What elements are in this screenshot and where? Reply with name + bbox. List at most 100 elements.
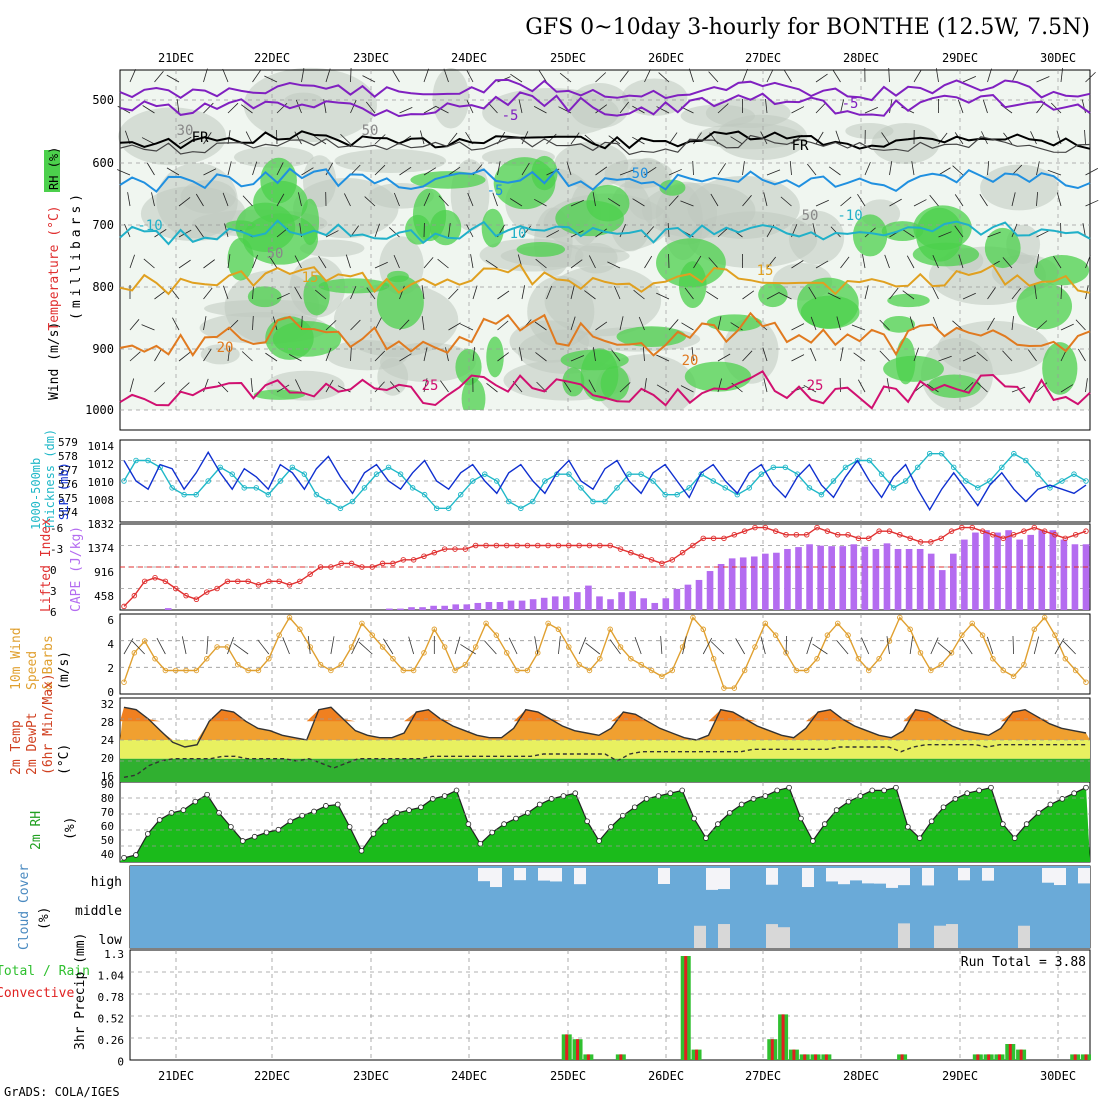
precip-convective-bar [576,1039,580,1060]
lifted-index-point [379,560,386,567]
wind-barb [864,107,878,114]
thickness-point [614,485,620,491]
cape-bar [927,553,935,610]
wind-barb [803,384,817,393]
wind-barb [362,75,376,83]
rh-green-blob [1042,342,1078,395]
wind-barb [437,258,449,269]
wind-barb [423,68,430,83]
wind-barb [987,317,995,331]
wind-barb [1030,131,1037,145]
wind-speed-point [866,667,872,674]
contour-label: 50 [267,246,284,262]
rh-green-blob [984,227,1021,269]
wind-barb [619,70,629,83]
wind-barb [592,347,596,362]
precip-tick: 0.52 [98,1013,125,1026]
surface-wind-barb [131,640,145,655]
lifted-index-point [421,553,427,560]
wind-barb [815,73,828,83]
rh-legend-swatch [44,150,60,192]
wind-barb [888,68,890,83]
cloud-high-bar [706,868,718,890]
wind-barb [1060,323,1074,331]
lifted-index-point [204,589,210,595]
wind-speed-point [917,650,924,656]
wind-barb [614,285,621,300]
wind-barb [644,69,651,83]
precip-tick: 1.04 [98,970,125,983]
cape-bar [618,592,625,610]
rh-point [358,847,365,854]
rh-point [774,787,781,794]
wind-barb [392,69,400,83]
thickness-tick: 574 [58,506,78,519]
wind-speed-point [535,650,541,656]
wind-speed-point [700,626,707,633]
cape-bar [640,598,648,610]
cloud-labels: Cloud Cover (%) [17,864,52,950]
wind-speed-point [731,685,738,691]
surface-wind-barb [609,639,621,655]
cloud-low-bar [778,927,790,948]
wind-barb [766,169,781,176]
wind-barb [486,382,498,393]
thickness-point [1059,478,1065,484]
wind-barb [708,257,719,269]
surface-wind-barb [812,643,828,655]
wind-barb [1075,319,1086,331]
wind-barb [717,378,723,393]
thickness-point [842,464,849,471]
rh-point [489,829,495,836]
wind-barb [607,198,621,207]
wind-speed-point [793,667,800,674]
wind-barb [419,130,425,145]
wind-speed-point [493,632,500,638]
thickness-point [830,478,837,484]
thickness-point [325,498,332,505]
lifted-index-point [793,532,800,538]
wind-barb [264,75,278,83]
wind-speed-point [348,644,355,650]
lifted-index-point [452,546,458,552]
lifted-index-point [141,578,148,585]
wind-barb [217,381,229,393]
wind-speed-point [617,644,624,650]
wind-barb [269,256,278,269]
wind-barb [203,316,207,331]
thickness-tick: 575 [58,492,78,505]
rh-green-blob [376,275,424,330]
label-cloud-unit: (%) [37,907,52,930]
wind-barb [1034,285,1037,300]
rh-point [1047,801,1054,808]
cloud-cover-panel [130,866,1090,948]
lifted-index-point [1041,528,1048,534]
wind-barb [595,166,608,176]
cape-bar [419,607,426,610]
wind-barb [938,355,952,362]
wind-barb [783,69,792,83]
wind-barb [644,166,657,176]
surface-wind-barb [534,636,539,655]
cape-bar [518,600,526,610]
rh-point [928,818,935,825]
wind-barb [938,132,948,145]
wind-barb [399,353,412,362]
li-tick: -3 [50,543,63,556]
contour-label: FR [792,138,809,154]
wind-barb [815,102,826,114]
date-label-bottom: 30DEC [1040,1069,1076,1083]
thickness-point [926,450,933,457]
thickness-point [121,478,127,484]
surface-wind-barb [358,641,373,655]
wind-barb [178,197,191,207]
cape-bar [540,597,548,610]
below-surface [120,410,1090,430]
wind-barb [1011,316,1014,331]
lifted-index-point [907,535,913,542]
wind-barb [421,316,425,331]
wind-barb [497,320,509,331]
wind-speed-point [752,644,758,650]
cape-bar [883,543,891,610]
isotherm-5 [119,167,1091,193]
